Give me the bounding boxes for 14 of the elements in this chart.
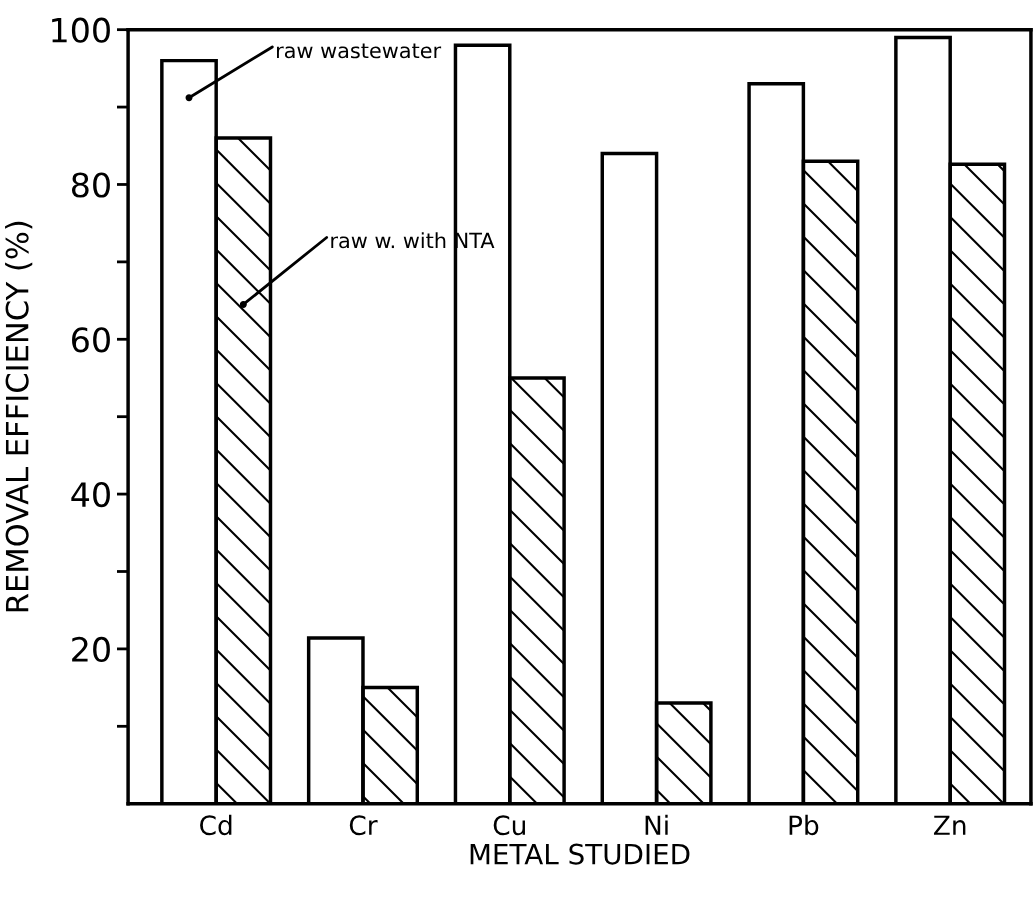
x-tick-label: Pb [789,814,819,836]
x-tick-label: Cu [493,815,525,836]
y-tick-label: 20 [72,636,110,663]
x-tick-label: Cd [200,814,232,836]
y-tick-label: 60 [72,327,110,353]
x-tick-label: Zn [933,815,966,835]
y-tick-label: 40 [71,482,110,508]
x-axis-title: METAL STUDIED [470,843,690,865]
y-tick-label: 80 [71,172,110,198]
series-label: raw wastewater [277,43,442,59]
y-axis-title: REMOVAL EFFICIENCY (%) [5,221,33,612]
x-tick-label: Ni [645,814,668,835]
x-tick-label: Cr [349,815,378,836]
y-tick-label: 100 [52,17,110,43]
